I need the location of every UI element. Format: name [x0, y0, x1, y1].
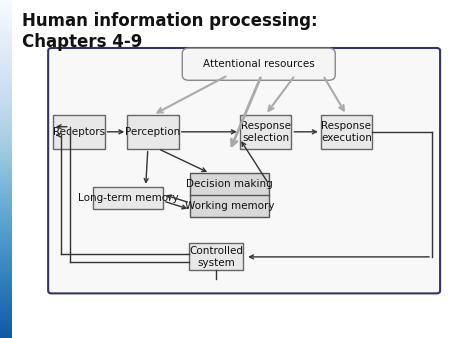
FancyBboxPatch shape [189, 243, 243, 270]
Text: Working memory: Working memory [185, 201, 274, 211]
FancyBboxPatch shape [48, 48, 440, 293]
Text: Perception: Perception [126, 127, 180, 137]
FancyBboxPatch shape [239, 115, 292, 149]
FancyBboxPatch shape [320, 115, 373, 149]
Text: Attentional resources: Attentional resources [203, 59, 315, 69]
Text: Decision making: Decision making [186, 179, 273, 189]
Text: Response
execution: Response execution [321, 121, 372, 143]
Text: Controlled
system: Controlled system [189, 246, 243, 268]
FancyBboxPatch shape [190, 173, 269, 217]
Text: Long-term memory: Long-term memory [78, 193, 179, 203]
Text: Receptors: Receptors [53, 127, 105, 137]
FancyBboxPatch shape [127, 115, 179, 149]
FancyBboxPatch shape [182, 48, 335, 80]
FancyBboxPatch shape [93, 187, 163, 209]
FancyBboxPatch shape [53, 115, 104, 149]
Text: Human information processing:
Chapters 4-9: Human information processing: Chapters 4… [22, 12, 318, 51]
Text: Response
selection: Response selection [240, 121, 291, 143]
